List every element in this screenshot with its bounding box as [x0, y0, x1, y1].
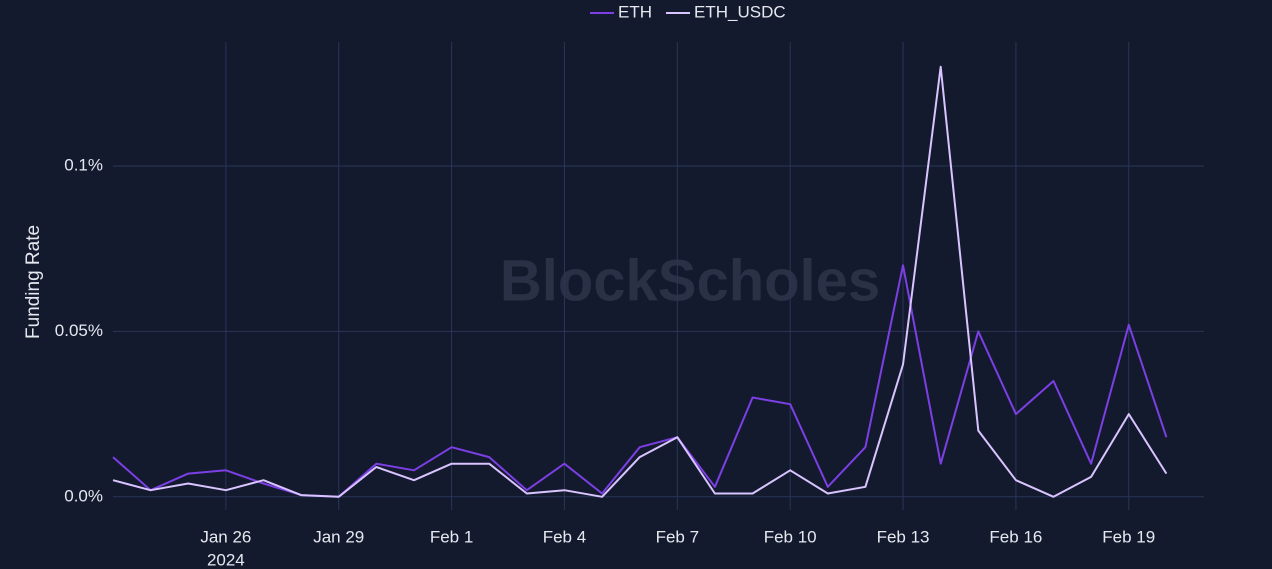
x-tick-label: Feb 16 — [989, 527, 1042, 546]
watermark: BlockScholes — [500, 248, 880, 313]
x-tick-label: Jan 29 — [313, 527, 364, 546]
x-year-label: 2024 — [207, 550, 245, 569]
legend-label: ETH_USDC — [694, 2, 786, 21]
x-tick-label: Feb 1 — [430, 527, 473, 546]
line-series — [112, 65, 1168, 498]
line-series — [112, 264, 1168, 498]
y-axis-title: Funding Rate — [23, 225, 44, 339]
x-tick-label: Feb 7 — [656, 527, 699, 546]
y-tick-label: 0.0% — [64, 486, 103, 505]
x-tick-label: Jan 26 — [200, 527, 251, 546]
x-tick-label: Feb 10 — [764, 527, 817, 546]
legend: ETH ETH_USDC — [590, 2, 786, 21]
x-tick-label: Feb 19 — [1102, 527, 1155, 546]
y-tick-label: 0.1% — [64, 156, 103, 175]
legend-label: ETH — [618, 2, 652, 21]
x-tick-label: Feb 13 — [877, 527, 930, 546]
y-tick-label: 0.05% — [55, 321, 103, 340]
x-tick-label: Feb 4 — [543, 527, 586, 546]
